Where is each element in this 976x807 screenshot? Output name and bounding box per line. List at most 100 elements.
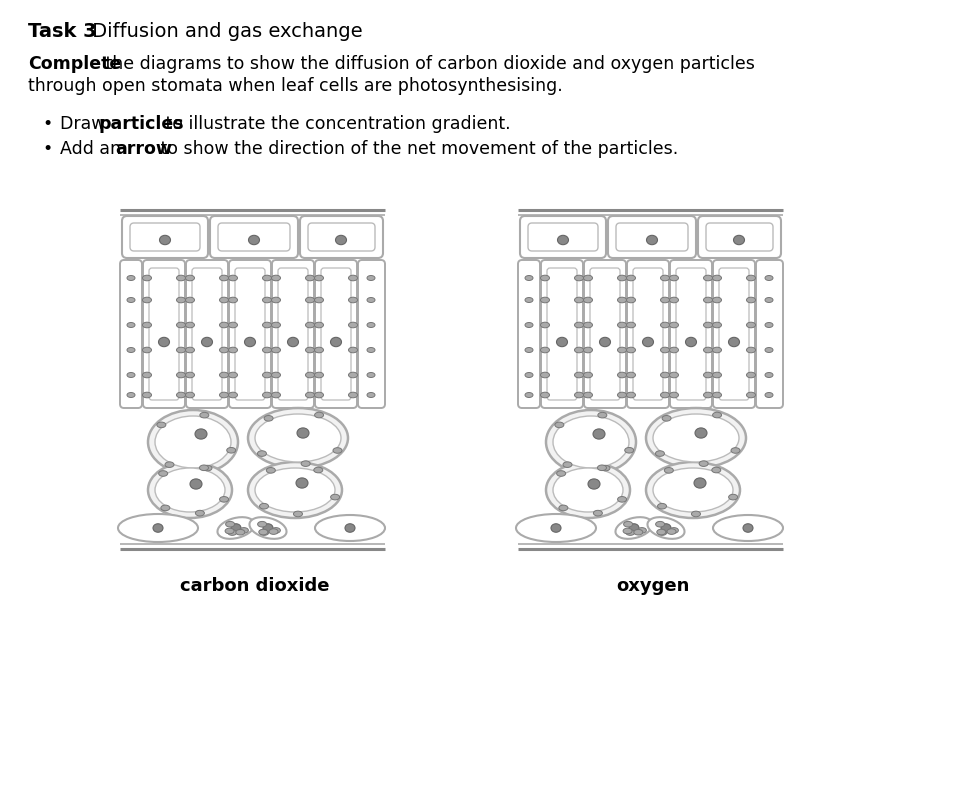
Ellipse shape [220, 392, 228, 398]
Ellipse shape [704, 372, 712, 378]
Ellipse shape [155, 468, 225, 512]
Ellipse shape [260, 504, 268, 509]
Text: •: • [42, 140, 53, 158]
Ellipse shape [563, 462, 572, 467]
Ellipse shape [348, 392, 357, 398]
Ellipse shape [553, 416, 629, 468]
Ellipse shape [584, 392, 592, 398]
Ellipse shape [127, 323, 135, 328]
FancyBboxPatch shape [235, 268, 265, 400]
Ellipse shape [695, 428, 707, 438]
Ellipse shape [616, 517, 653, 539]
FancyBboxPatch shape [143, 260, 185, 408]
Ellipse shape [712, 322, 721, 328]
Ellipse shape [525, 348, 533, 353]
Ellipse shape [177, 347, 185, 353]
Ellipse shape [656, 451, 665, 457]
Ellipse shape [637, 528, 646, 533]
Ellipse shape [712, 412, 721, 418]
Ellipse shape [661, 347, 670, 353]
FancyBboxPatch shape [676, 268, 706, 400]
Ellipse shape [642, 337, 654, 347]
Ellipse shape [704, 275, 712, 281]
FancyBboxPatch shape [670, 260, 712, 408]
Ellipse shape [525, 323, 533, 328]
Ellipse shape [685, 337, 697, 347]
Ellipse shape [618, 392, 627, 398]
Ellipse shape [185, 372, 194, 378]
Ellipse shape [704, 297, 712, 303]
Ellipse shape [661, 322, 670, 328]
Ellipse shape [127, 298, 135, 303]
Ellipse shape [559, 505, 568, 511]
Ellipse shape [331, 337, 342, 347]
Ellipse shape [765, 392, 773, 398]
Ellipse shape [541, 347, 549, 353]
Ellipse shape [305, 372, 314, 378]
Ellipse shape [367, 392, 375, 398]
Ellipse shape [623, 529, 632, 533]
Ellipse shape [220, 297, 228, 303]
Ellipse shape [348, 322, 357, 328]
Ellipse shape [712, 467, 721, 473]
Ellipse shape [348, 347, 357, 353]
Ellipse shape [239, 528, 249, 533]
Ellipse shape [271, 347, 280, 353]
Ellipse shape [294, 511, 303, 516]
Ellipse shape [734, 236, 745, 245]
Ellipse shape [258, 451, 266, 457]
Ellipse shape [541, 322, 549, 328]
Ellipse shape [555, 422, 564, 428]
Ellipse shape [584, 275, 592, 281]
Ellipse shape [546, 462, 630, 518]
Ellipse shape [588, 479, 600, 489]
Ellipse shape [305, 275, 314, 281]
Ellipse shape [345, 524, 355, 533]
Ellipse shape [516, 514, 596, 542]
Ellipse shape [314, 275, 323, 281]
Ellipse shape [315, 515, 385, 541]
Ellipse shape [227, 529, 237, 535]
Text: oxygen: oxygen [616, 577, 690, 595]
Text: the diagrams to show the diffusion of carbon dioxide and oxygen particles: the diagrams to show the diffusion of ca… [100, 55, 754, 73]
Ellipse shape [249, 236, 260, 245]
Text: •: • [42, 115, 53, 133]
Ellipse shape [626, 529, 634, 535]
Ellipse shape [618, 322, 627, 328]
Ellipse shape [662, 416, 671, 421]
Ellipse shape [305, 347, 314, 353]
FancyBboxPatch shape [358, 260, 385, 408]
FancyBboxPatch shape [278, 268, 308, 400]
Ellipse shape [263, 322, 271, 328]
Ellipse shape [658, 529, 667, 535]
Ellipse shape [302, 461, 310, 466]
Ellipse shape [203, 466, 212, 471]
Ellipse shape [177, 322, 185, 328]
Ellipse shape [258, 521, 266, 527]
Ellipse shape [313, 467, 323, 473]
Ellipse shape [584, 322, 592, 328]
Ellipse shape [220, 347, 228, 353]
Ellipse shape [618, 347, 627, 353]
Ellipse shape [646, 408, 746, 468]
Ellipse shape [185, 275, 194, 281]
Ellipse shape [658, 504, 667, 509]
Ellipse shape [157, 422, 166, 428]
Ellipse shape [597, 465, 606, 470]
Ellipse shape [646, 236, 658, 245]
Ellipse shape [165, 462, 174, 467]
Ellipse shape [127, 348, 135, 353]
Ellipse shape [271, 372, 280, 378]
Ellipse shape [765, 275, 773, 281]
Text: Diffusion and gas exchange: Diffusion and gas exchange [86, 22, 363, 41]
Ellipse shape [575, 372, 584, 378]
Ellipse shape [661, 372, 670, 378]
Ellipse shape [348, 372, 357, 378]
Ellipse shape [667, 529, 676, 534]
Ellipse shape [653, 468, 733, 512]
Ellipse shape [704, 392, 712, 398]
FancyBboxPatch shape [590, 268, 620, 400]
Ellipse shape [670, 297, 678, 303]
FancyBboxPatch shape [608, 216, 696, 258]
Ellipse shape [225, 529, 234, 533]
